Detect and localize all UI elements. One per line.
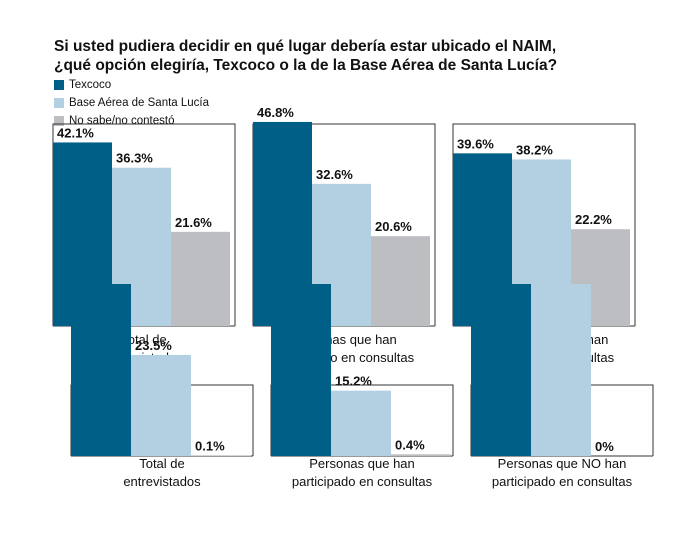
category-label: entrevistados [123,474,201,489]
category-label: Personas que NO han [498,456,627,471]
data-label: 32.6% [316,167,353,182]
data-label: 21.6% [175,215,212,230]
data-label: 42.1% [57,125,94,140]
data-label: 20.6% [375,219,412,234]
chart-title: Si usted pudiera decidir en qué lugar de… [54,37,674,75]
category-label: Total de [139,456,185,471]
bar-group: 0% Personas que NO han participado en cons… [470,284,654,489]
category-label: Personas que han [309,456,415,471]
data-label: 22.2% [575,212,612,227]
data-label: 39.6% [457,136,494,151]
legend-label-texcoco: Texcoco [69,79,112,91]
bar-group: 15.2% 0.4% Personas que han participado en … [270,284,454,489]
bar-texcoco [71,284,131,456]
category-label: Total de [121,332,167,347]
category-label: participado en consultas [492,474,633,489]
data-label: 46.8% [257,105,294,120]
legend-item-texcoco: Texcoco [54,76,209,94]
category-label: participado en consultas [292,474,433,489]
bar-santa-lucia [531,284,591,456]
bar-santa-lucia [331,390,391,456]
bar-texcoco [471,284,531,456]
chart-title-line-2: ¿qué opción elegiría, Texcoco o la de la… [54,57,558,74]
data-label: 36.3% [116,151,153,166]
legend-swatch-no-sabe [54,116,64,126]
bar-no-sabe [391,454,451,456]
legend-swatch-santa-lucia [54,98,64,108]
data-label: 0% [595,439,614,454]
data-label: 15.2% [335,374,372,389]
legend-swatch-texcoco [54,80,64,90]
bar-no-sabe [371,236,430,326]
legend-label-santa-lucia: Base Aérea de Santa Lucía [69,97,210,109]
legend-item-santa-lucia: Base Aérea de Santa Lucía [54,94,209,112]
bar-group: 23.5% 0.1% Total de entrevistados [70,284,254,489]
data-label: 38.2% [516,142,553,157]
bar-texcoco [271,284,331,456]
chart-title-line-1: Si usted pudiera decidir en qué lugar de… [54,38,557,55]
data-label: 23.5% [135,338,172,353]
data-label: 0.1% [195,439,225,454]
bar-no-sabe [171,231,230,326]
bar-santa-lucia [131,354,191,456]
chart-2: 23.5% 0.1% Total de entrevistados 15.2% 0.4% P… [70,284,654,489]
data-label: 0.4% [395,437,425,452]
